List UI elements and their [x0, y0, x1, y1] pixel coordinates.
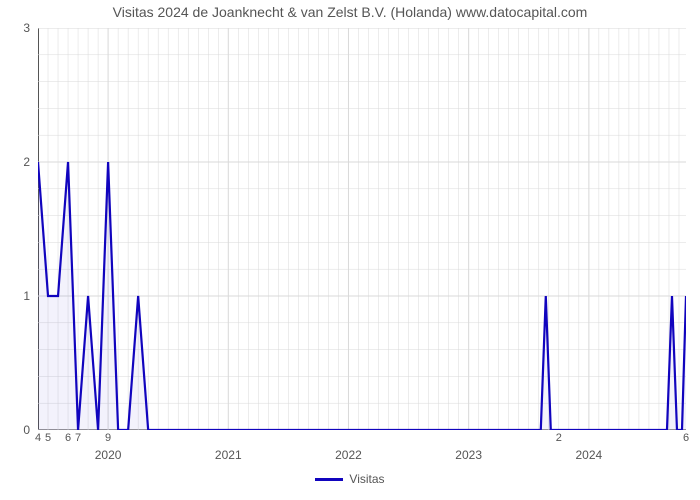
xtick-point-label: 5: [40, 432, 56, 444]
legend-swatch: [315, 478, 343, 481]
legend-label: Visitas: [349, 472, 384, 486]
ytick-label: 0: [0, 423, 30, 437]
xtick-year-label: 2022: [318, 448, 378, 462]
xtick-year-label: 2024: [559, 448, 619, 462]
xtick-point-label: 6: [678, 432, 694, 444]
xtick-point-label: 9: [100, 432, 116, 444]
xtick-year-label: 2021: [198, 448, 258, 462]
ytick-label: 3: [0, 21, 30, 35]
xtick-point-label: 7: [70, 432, 86, 444]
ytick-label: 1: [0, 289, 30, 303]
xtick-point-label: 2: [551, 432, 567, 444]
chart-plot: [38, 28, 686, 430]
xtick-year-label: 2020: [78, 448, 138, 462]
ytick-label: 2: [0, 155, 30, 169]
chart-title: Visitas 2024 de Joanknecht & van Zelst B…: [0, 4, 700, 20]
chart-legend: Visitas: [0, 472, 700, 486]
xtick-year-label: 2023: [439, 448, 499, 462]
chart-container: Visitas 2024 de Joanknecht & van Zelst B…: [0, 0, 700, 500]
